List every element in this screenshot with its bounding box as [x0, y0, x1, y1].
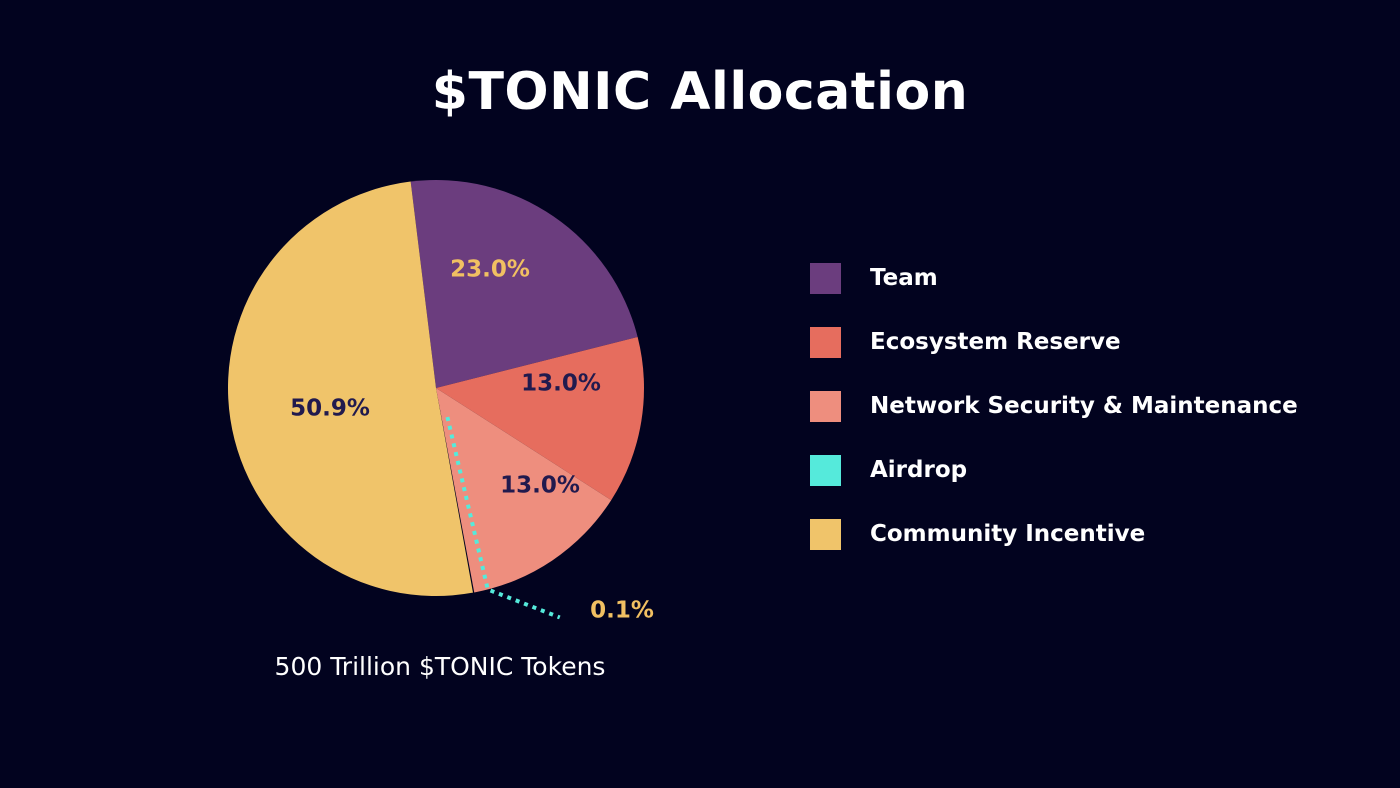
legend-label: Team — [870, 265, 938, 291]
slice-label-airdrop: 0.1% — [590, 598, 654, 624]
chart-legend: Team Ecosystem Reserve Network Security & … — [810, 262, 1298, 582]
slice-label-network-security-and-maintenance: 13.0% — [500, 473, 580, 499]
chart-title: $TONIC Allocation — [431, 62, 969, 122]
legend-swatch — [810, 262, 841, 294]
legend-label: Ecosystem Reserve — [870, 329, 1121, 355]
pie-slice-team — [410, 180, 638, 388]
legend-swatch — [810, 390, 841, 422]
legend-item-network-security-and-maintenance: Network Security & Maintenance — [810, 390, 1298, 422]
legend-item-team: Team — [810, 262, 1298, 294]
legend-label: Airdrop — [870, 457, 968, 483]
chart-caption: 500 Trillion $TONIC Tokens — [274, 652, 606, 681]
pie-slice-network-security-and-maintenance — [436, 388, 612, 593]
legend-item-ecosystem-reserve: Ecosystem Reserve — [810, 326, 1298, 358]
slice-label-team: 23.0% — [450, 257, 530, 283]
slice-label-ecosystem-reserve: 13.0% — [521, 371, 601, 397]
pie-slice-community-incentive — [228, 181, 473, 596]
slice-label-community-incentive: 50.9% — [290, 396, 370, 422]
legend-item-community-incentive: Community Incentive — [810, 518, 1298, 550]
pie-slice-airdrop — [445, 416, 561, 620]
legend-item-airdrop: Airdrop — [810, 454, 1298, 486]
legend-label: Community Incentive — [870, 521, 1146, 547]
legend-swatch — [810, 454, 841, 486]
legend-swatch — [810, 326, 841, 358]
legend-swatch — [810, 518, 841, 550]
legend-label: Network Security & Maintenance — [870, 393, 1298, 419]
pie-slice-ecosystem-reserve — [436, 336, 645, 501]
